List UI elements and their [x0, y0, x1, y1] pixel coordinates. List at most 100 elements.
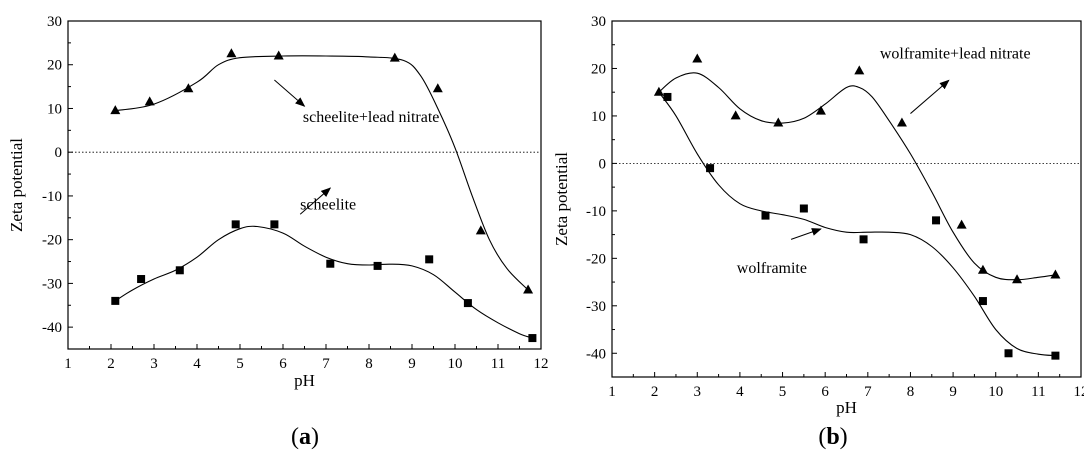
data-point-triangle: [1012, 274, 1023, 284]
y-tick-label: -10: [42, 189, 62, 205]
y-tick-label: 0: [55, 145, 63, 161]
panel-a-label: (a): [291, 424, 319, 450]
y-axis-title: Zeta potential: [552, 152, 571, 246]
data-point-triangle: [1050, 269, 1061, 279]
data-point-square: [326, 259, 335, 268]
x-tick-label: 3: [694, 384, 702, 400]
y-tick-label: -40: [586, 346, 606, 362]
data-point-triangle: [110, 105, 121, 115]
data-point-triangle: [896, 117, 907, 127]
data-point-square: [1004, 349, 1013, 358]
x-tick-label: 10: [988, 384, 1003, 400]
data-point-triangle: [692, 53, 703, 63]
plot-frame: [611, 20, 1082, 378]
x-tick-label: 8: [365, 356, 373, 372]
data-point-triangle: [226, 48, 237, 58]
x-axis-title: pH: [294, 371, 315, 390]
x-tick-label: 5: [779, 384, 787, 400]
data-point-triangle: [815, 105, 826, 115]
series-annotation-label: wolframite+lead nitrate: [880, 45, 1031, 62]
x-tick-label: 7: [322, 356, 330, 372]
annotation-arrow: [274, 79, 306, 107]
data-point-square: [528, 334, 537, 343]
y-axis-title: Zeta potential: [7, 138, 26, 232]
data-point-triangle: [854, 65, 865, 75]
y-tick-label: -10: [586, 204, 606, 220]
data-point-square: [978, 297, 987, 306]
x-tick-label: 7: [864, 384, 872, 400]
fit-curve-2: [115, 225, 533, 339]
data-point-triangle: [432, 83, 443, 93]
data-point-square: [463, 299, 472, 308]
y-tick-label: 0: [599, 156, 607, 172]
data-point-square: [761, 211, 770, 220]
data-point-square: [425, 255, 434, 264]
x-tick-label: 1: [608, 384, 616, 400]
fit-curve-2: [658, 91, 1056, 357]
panel-b-label: (b): [818, 424, 847, 450]
x-tick-label: 11: [1031, 384, 1045, 400]
data-point-square: [137, 275, 146, 284]
annotation-arrow: [910, 79, 950, 114]
data-point-triangle: [956, 219, 967, 229]
x-tick-label: 4: [736, 384, 744, 400]
data-point-triangle: [183, 83, 194, 93]
data-point-square: [231, 220, 240, 229]
data-point-square: [373, 261, 382, 270]
data-point-triangle: [389, 52, 400, 62]
fit-curve-1: [658, 72, 1056, 281]
x-tick-label: 2: [651, 384, 659, 400]
y-tick-label: -30: [42, 276, 62, 292]
y-tick-label: 10: [591, 109, 606, 125]
data-point-triangle: [475, 225, 486, 235]
data-point-square: [663, 92, 672, 101]
x-tick-label: 11: [491, 356, 505, 372]
data-point-triangle: [273, 50, 284, 60]
y-tick-label: -20: [586, 251, 606, 267]
series-annotation-label: scheelite: [300, 197, 356, 214]
data-point-square: [706, 164, 715, 173]
data-point-triangle: [977, 264, 988, 274]
x-tick-label: 10: [448, 356, 463, 372]
data-point-triangle: [773, 117, 784, 127]
data-point-square: [799, 204, 808, 213]
y-tick-label: 30: [47, 14, 62, 30]
data-point-triangle: [523, 284, 534, 294]
y-tick-label: 10: [47, 101, 62, 117]
data-point-square: [1051, 351, 1060, 360]
x-tick-label: 8: [907, 384, 915, 400]
panel-b: 123456789101112-40-30-20-100102030pHZeta…: [552, 14, 1084, 417]
x-tick-label: 4: [193, 356, 201, 372]
data-point-square: [932, 216, 941, 225]
x-tick-label: 12: [534, 356, 549, 372]
x-tick-label: 2: [107, 356, 115, 372]
x-tick-label: 3: [150, 356, 158, 372]
x-tick-label: 6: [279, 356, 287, 372]
annotation-arrow: [790, 228, 822, 240]
x-tick-label: 9: [949, 384, 957, 400]
x-tick-label: 5: [236, 356, 244, 372]
x-axis-title: pH: [836, 398, 857, 417]
data-point-square: [111, 296, 120, 305]
panel-a: 1 2 3 4 5 6 7 8 9 10 11 12-40-30-20-100102030pHZeta…: [7, 14, 549, 390]
data-point-triangle: [653, 86, 664, 96]
y-tick-label: 20: [47, 58, 62, 74]
series-annotation-label: scheelite+lead nitrate: [303, 109, 440, 126]
y-tick-label: -20: [42, 233, 62, 249]
y-tick-label: -30: [586, 299, 606, 315]
data-point-triangle: [144, 96, 155, 106]
y-tick-label: -40: [42, 320, 62, 336]
data-point-square: [859, 235, 868, 244]
annotation-arrow: [299, 187, 332, 215]
data-point-triangle: [730, 110, 741, 120]
data-point-square: [175, 266, 184, 275]
x-tick-label: 9: [408, 356, 416, 372]
data-point-square: [270, 220, 279, 229]
x-tick-label: 6: [821, 384, 829, 400]
y-tick-label: 20: [591, 61, 606, 77]
x-tick-label: 1: [64, 356, 72, 372]
series-annotation-label: wolframite: [737, 260, 807, 277]
x-tick-label: 12: [1074, 384, 1084, 400]
y-tick-label: 30: [591, 14, 606, 30]
